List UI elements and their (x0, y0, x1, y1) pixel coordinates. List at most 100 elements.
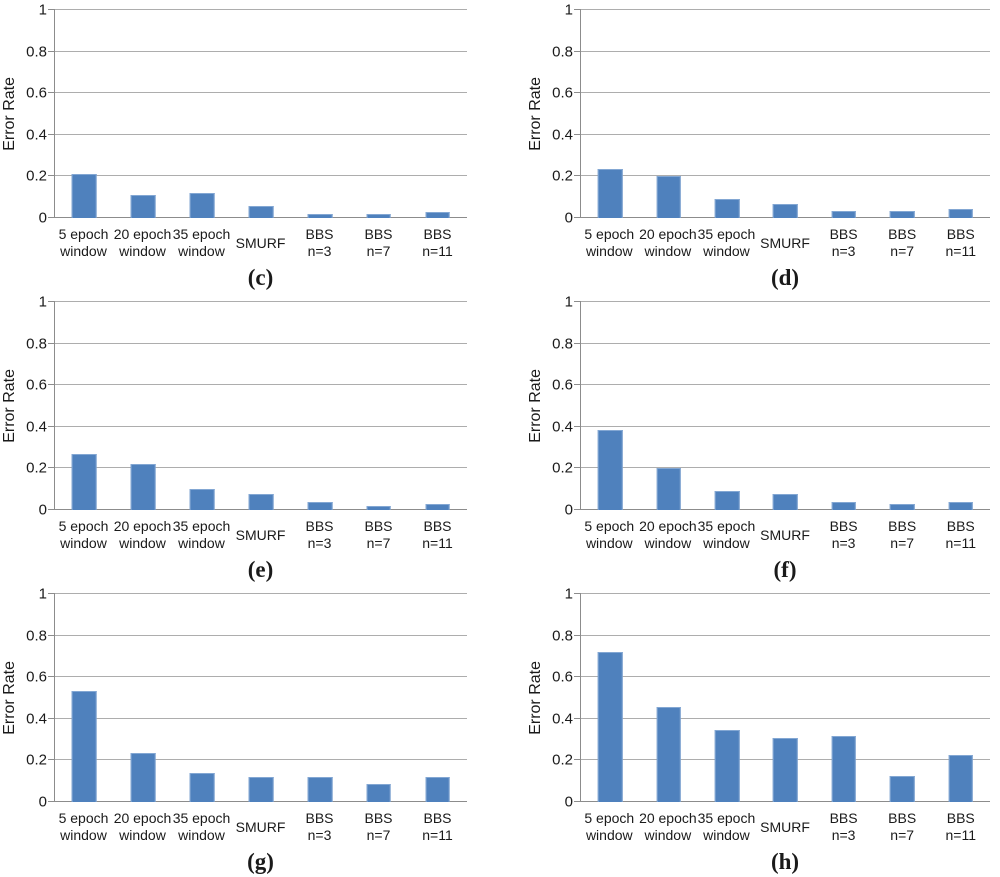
y-tick-label: 0 (38, 209, 47, 227)
y-tick-mark (48, 801, 55, 802)
bar-smurf (773, 204, 798, 218)
bar-smurf (773, 737, 798, 802)
bar-20-epoch-window (130, 464, 156, 510)
panel-d: Error Rate 0 0.2 0.4 0.6 0.8 1 5 epoch window 2… (500, 0, 1000, 292)
y-tick-mark (574, 509, 581, 510)
bar-20-epoch-window (656, 176, 681, 218)
y-tick-mark (574, 342, 581, 344)
y-tick-label: 0.8 (26, 627, 47, 645)
bar-bbs-n-11 (425, 503, 450, 510)
x-category-label: BBS n=7 (888, 810, 917, 843)
plot-area (48, 593, 467, 802)
bar-slot (349, 594, 408, 802)
bar-35-epoch-window (189, 772, 215, 802)
bar-bbs-n-7 (366, 505, 392, 510)
gridline (581, 342, 990, 344)
bar-bbs-n-11 (948, 208, 973, 218)
bar-35-epoch-window (714, 730, 740, 802)
bar-slot (932, 10, 990, 218)
bar-slot (173, 10, 232, 218)
gridline (581, 9, 990, 10)
gridline (581, 425, 990, 427)
y-axis-title-column: Error Rate (0, 10, 20, 218)
y-tick-mark (48, 593, 55, 594)
y-tick-mark (574, 9, 581, 10)
y-axis-ticks: 0 0.2 0.4 0.6 0.8 1 (546, 587, 580, 810)
y-axis-ticks: 0 0.2 0.4 0.6 0.8 1 (20, 587, 54, 810)
bar-35-epoch-window (714, 199, 740, 218)
y-axis-ticks: 0 0.2 0.4 0.6 0.8 1 (546, 3, 580, 226)
x-category-label: 5 epoch window (58, 518, 109, 551)
bar-slot (114, 594, 173, 802)
y-tick-label: 0.4 (552, 126, 573, 144)
gridline (55, 467, 467, 469)
bar-5-epoch-window (597, 169, 623, 218)
x-category-label: BBS n=7 (364, 226, 393, 259)
bar-slot (815, 10, 873, 218)
bars-container (581, 10, 990, 218)
gridline (55, 384, 467, 386)
bar-20-epoch-window (656, 468, 681, 510)
gridline (55, 593, 467, 594)
bar-slot (290, 10, 349, 218)
panel-caption: (h) (770, 849, 800, 874)
y-tick-mark (574, 175, 581, 177)
bar-slot (290, 594, 349, 802)
bar-bbs-n-7 (366, 784, 392, 802)
x-category-label: BBS n=11 (422, 226, 453, 259)
y-tick-mark (574, 50, 581, 52)
y-tick-label: 0.2 (552, 751, 573, 769)
gridline (55, 759, 467, 761)
bar-slot (114, 302, 173, 510)
bar-35-epoch-window (714, 491, 740, 510)
y-axis-title-column: Error Rate (0, 302, 20, 510)
bar-5-epoch-window (72, 690, 97, 802)
y-tick-mark (48, 217, 55, 218)
chart-column: 5 epoch window 20 epoch window 35 epoch windo… (48, 301, 467, 584)
y-tick-mark (48, 92, 55, 94)
gridline (581, 92, 990, 94)
gridline (55, 133, 467, 135)
panel-caption: (d) (770, 265, 800, 290)
bar-slot (639, 10, 697, 218)
bar-5-epoch-window (72, 174, 97, 218)
y-axis-title: Error Rate (527, 77, 544, 151)
bar-5-epoch-window (597, 652, 623, 802)
plot-area (574, 9, 990, 218)
bar-smurf (248, 777, 274, 802)
panel-caption: (f) (773, 557, 797, 582)
y-tick-mark (48, 175, 55, 177)
y-tick-mark (574, 301, 581, 302)
bar-slot (873, 10, 931, 218)
y-axis-title: Error Rate (1, 369, 18, 443)
x-axis-labels: 5 epoch window 20 epoch window 35 epoch windo… (54, 807, 467, 847)
gridline (55, 9, 467, 10)
y-tick-label: 0.8 (26, 43, 47, 61)
x-category-label: 20 epoch window (639, 518, 697, 551)
gridline (581, 634, 990, 636)
bar-slot (55, 302, 114, 510)
y-tick-label: 1 (38, 585, 47, 603)
y-tick-label: 0 (564, 209, 573, 227)
bar-slot (698, 10, 756, 218)
bar-bbs-n-11 (425, 211, 450, 218)
bar-slot (756, 594, 814, 802)
x-category-label: 35 epoch window (172, 226, 231, 259)
x-category-label: BBS n=3 (305, 226, 334, 259)
bar-slot (55, 594, 114, 802)
y-tick-mark (574, 593, 581, 594)
x-category-label: BBS n=11 (945, 226, 977, 259)
bar-bbs-n-7 (366, 213, 392, 218)
bar-5-epoch-window (72, 453, 97, 510)
y-tick-mark (48, 759, 55, 761)
y-tick-label: 0.6 (552, 84, 573, 102)
x-category-label: 20 epoch window (113, 226, 172, 259)
gridline (581, 593, 990, 594)
bar-smurf (248, 494, 274, 510)
gridline (55, 342, 467, 344)
y-tick-label: 0.6 (26, 84, 47, 102)
chart-column: 5 epoch window 20 epoch window 35 epoch windo… (574, 593, 990, 877)
x-category-label: 20 epoch window (113, 518, 172, 551)
bar-bbs-n-7 (890, 776, 915, 802)
